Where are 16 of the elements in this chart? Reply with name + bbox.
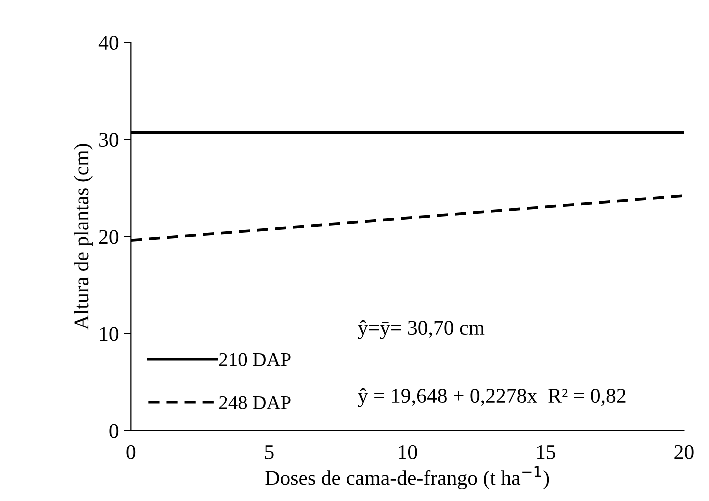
legend-label: 248 DAP bbox=[220, 396, 291, 410]
y-tick-label: 40 bbox=[98, 36, 119, 50]
y-tick-label: 20 bbox=[99, 230, 119, 244]
legend-label: 210 DAP bbox=[220, 353, 291, 366]
x-tick-label: 15 bbox=[537, 445, 556, 460]
y-tick-label: 0 bbox=[110, 424, 119, 438]
x-tick-label: 20 bbox=[674, 445, 694, 460]
x-tick-label: 10 bbox=[399, 445, 418, 460]
y-axis-title: Altura de plantas (cm) bbox=[74, 144, 93, 330]
annotation: ŷ=ȳ= 30,70 cm bbox=[358, 320, 485, 340]
x-tick-label: 0 bbox=[126, 445, 136, 460]
x-axis-title: Doses de cama-de-frango (t ha$^{−1}$) bbox=[266, 466, 550, 490]
y-tick-label: 10 bbox=[100, 327, 119, 342]
y-tick-label: 30 bbox=[100, 133, 119, 148]
x-tick-label: 5 bbox=[265, 446, 274, 460]
annotation: ŷ = 19,648 + 0,2278x R² = 0,82 bbox=[358, 388, 626, 408]
